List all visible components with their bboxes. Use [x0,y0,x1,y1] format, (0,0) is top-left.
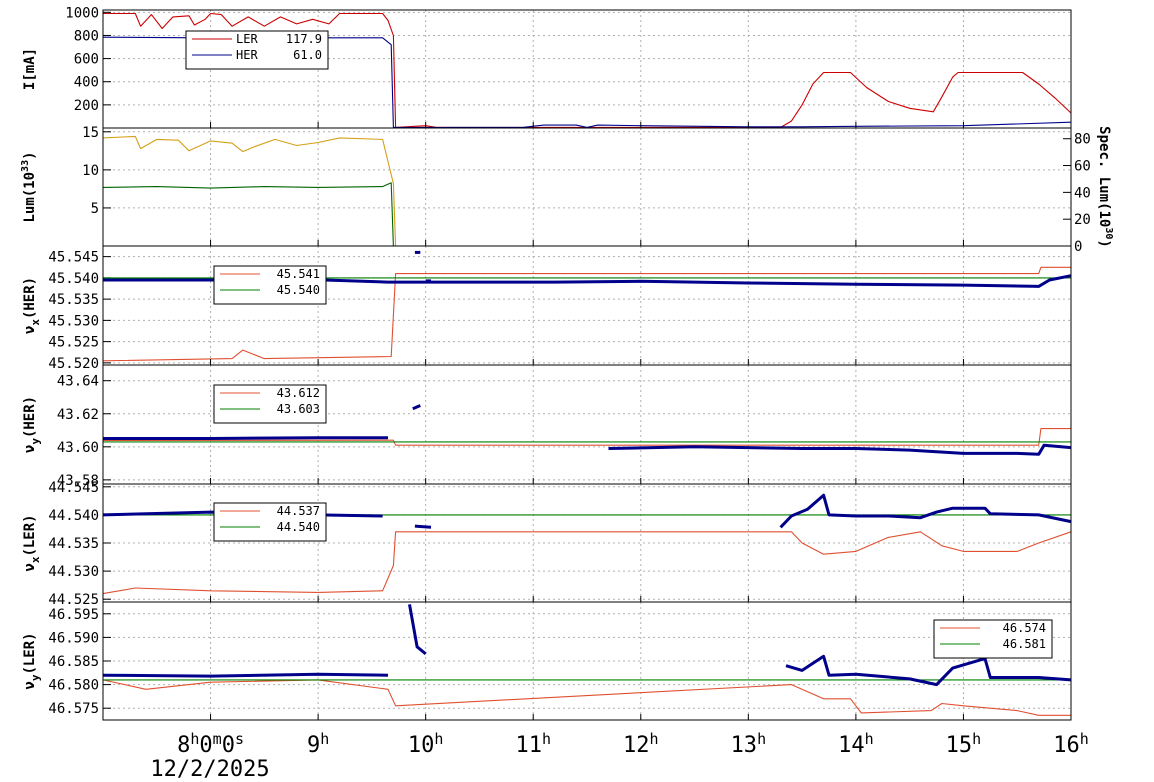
ytick-label-current-1: 400 [74,75,99,91]
ytick-label-nux-ler-1: 44.530 [48,564,99,580]
frame-nux-her [102,245,1072,366]
ytick-right-label-luminosity-2: 40 [1074,185,1091,201]
ytick-label-nuy-her-2: 43.62 [57,407,99,423]
ytick-right-label-luminosity-0: 0 [1074,239,1082,255]
ytick-label-nux-her-1: 45.525 [48,335,99,351]
date-label: 12/2/2025 [150,757,269,782]
legend-value-current-0: 117.9 [286,32,322,46]
series-nuy-ler-4 [785,654,1072,687]
legend-box-current [185,30,329,70]
ytick-right-label-luminosity-1: 20 [1074,212,1091,228]
xtick-label-3: 11h [515,730,551,758]
panel-current: 200 400 600 800 1000 I[mA] LER 117.9 HER 61.0 [22,5,1072,129]
legend-value-nuy-ler-1: 46.581 [1003,637,1046,651]
legend-name-current-0: LER [236,32,258,46]
ytick-label-current-3: 800 [74,28,99,44]
ylabel-nux-ler: νx(LER) [22,514,42,571]
xtick-label-8: 16h [1053,730,1089,758]
xtick-label-7: 15h [946,730,982,758]
ytick-label-nux-her-3: 45.535 [48,292,99,308]
ytick-label-nux-ler-2: 44.535 [48,536,99,552]
ytick-label-luminosity-0: 5 [91,201,99,217]
ylabel-current: I[mA] [22,48,38,90]
ytick-label-nux-ler-4: 44.545 [48,480,99,496]
ytick-label-current-4: 1000 [65,5,99,21]
ylabel-nuy-ler: νy(LER) [22,632,42,689]
ytick-label-luminosity-2: 15 [82,125,99,141]
ytick-right-label-luminosity-4: 80 [1074,132,1091,148]
ytick-label-nuy-her-0: 43.58 [57,473,99,489]
ytick-label-current-2: 600 [74,52,99,68]
legend-value-nux-ler-0: 44.537 [277,504,320,518]
xtick-label-4: 12h [623,730,659,758]
xtick-label-2: 10h [408,730,444,758]
panel-luminosity: 5 10 15 0 20 40 60 80 Lum(1033) Spec. Lum(1030) [20,125,1114,255]
ytick-label-current-0: 200 [74,98,99,114]
series-luminosity-1 [102,182,394,247]
legend-value-nux-ler-1: 44.540 [277,520,320,534]
legend-box-nuy-her [213,384,327,424]
series-nuy-ler-2 [102,672,389,678]
ytick-label-nux-ler-0: 44.525 [48,592,99,608]
ytick-right-label-luminosity-3: 60 [1074,159,1091,175]
legend-box-nux-her [213,265,327,305]
series-nux-ler-0 [102,531,1072,595]
panel-nux-ler: 44.525 44.530 44.535 44.540 44.545 νx(LER) 44.… [22,480,1072,608]
frame-nuy-her [102,364,1072,485]
ytick-label-nuy-ler-1: 46.580 [48,678,99,694]
frame-nuy-ler [102,601,1072,721]
legend-value-nux-her-1: 45.540 [277,283,320,297]
panel-nuy-ler: 46.575 46.580 46.585 46.590 46.595 νy(LER) 46.… [22,601,1072,721]
ytick-label-luminosity-1: 10 [82,163,99,179]
ytick-label-nux-her-0: 45.520 [48,356,99,372]
ylabel-right-luminosity: Spec. Lum(1030) [1096,126,1114,248]
xtick-label-6: 14h [838,730,874,758]
ytick-label-nux-her-5: 45.545 [48,250,99,266]
series-nuy-her-3 [412,404,421,411]
legend-name-current-1: HER [236,48,258,62]
series-nux-ler-4 [779,493,1072,529]
ytick-label-nuy-ler-0: 46.575 [48,701,99,717]
ytick-label-nux-her-4: 45.540 [48,271,99,287]
series-luminosity-0 [102,135,397,247]
xtick-label-0: 8h0m0s [177,730,244,758]
series-nuy-her-0 [102,428,1071,446]
legend-value-nuy-her-0: 43.612 [277,386,320,400]
ylabel-luminosity: Lum(1033) [20,151,38,222]
series-nux-ler-3 [414,524,432,529]
panel-nuy-her: 43.58 43.60 43.62 43.64 νy(HER) 43.612 43.603 [22,364,1072,489]
legend-box-nux-ler [213,502,327,542]
ytick-label-nuy-her-3: 43.64 [57,374,99,390]
series-nuy-ler-0 [102,679,1071,716]
legend-value-nuy-ler-0: 46.574 [1003,621,1046,635]
legend-value-nux-her-0: 45.541 [277,267,320,281]
series-nuy-her-4 [608,443,1072,456]
panel-nux-her: 45.520 45.525 45.530 45.535 45.540 45.545 νx(H… [22,245,1072,372]
series-nux-her-0 [102,266,1071,362]
ytick-label-nux-her-2: 45.530 [48,313,99,329]
ytick-label-nuy-ler-2: 46.585 [48,654,99,670]
ytick-label-nuy-ler-4: 46.595 [48,607,99,623]
xtick-label-5: 13h [731,730,767,758]
ytick-label-nux-ler-3: 44.540 [48,508,99,524]
ylabel-nux-her: νx(HER) [22,277,42,334]
legend-value-current-1: 61.0 [293,48,322,62]
series-current-0 [103,12,1072,128]
ylabel-nuy-her: νy(HER) [22,396,42,453]
xtick-label-1: 9h [307,730,329,758]
series-nuy-ler-3 [408,604,427,656]
x-axis: 8h0m0s 9h 10h 11h 12h 13h 14h 15h 16h [177,730,1089,758]
ytick-label-nuy-her-1: 43.60 [57,440,99,456]
ytick-label-nuy-ler-3: 46.590 [48,630,99,646]
series-nuy-her-2 [103,436,388,440]
legend-box-nuy-ler [933,619,1053,659]
legend-value-nuy-her-1: 43.603 [277,402,320,416]
